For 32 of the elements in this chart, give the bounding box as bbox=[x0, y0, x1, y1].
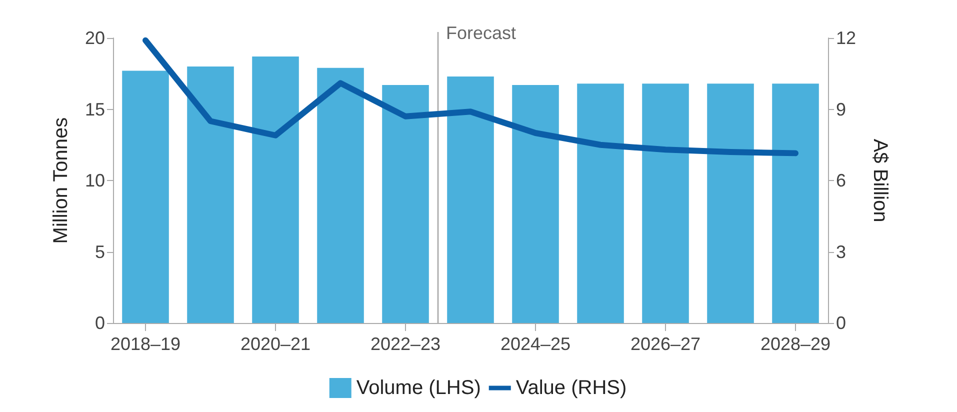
y-axis-title: Million Tonnes bbox=[50, 117, 72, 244]
legend-label: Value (RHS) bbox=[516, 377, 627, 399]
y-tick-label: 0 bbox=[94, 313, 105, 333]
y2-tick-label: 9 bbox=[836, 99, 846, 120]
legend-label: Volume (LHS) bbox=[356, 377, 481, 399]
x-tick-label: 2020–21 bbox=[240, 334, 311, 354]
bar bbox=[642, 84, 689, 323]
y-tick-label: 5 bbox=[94, 242, 105, 262]
bar bbox=[707, 84, 754, 323]
y2-axis-title: A$ Billion bbox=[869, 138, 891, 222]
x-tick-label: 2024–25 bbox=[500, 334, 571, 354]
y-tick-label: 10 bbox=[84, 170, 105, 190]
x-tick-label: 2026–27 bbox=[630, 334, 701, 354]
bar bbox=[447, 76, 494, 323]
y2-tick-label: 12 bbox=[836, 28, 856, 48]
bar bbox=[317, 68, 364, 323]
bar bbox=[187, 66, 234, 323]
y2-tick-label: 0 bbox=[836, 313, 846, 333]
bar bbox=[122, 70, 169, 323]
x-tick-label: 2018–19 bbox=[110, 334, 181, 354]
y2-tick-label: 3 bbox=[836, 242, 846, 262]
bar bbox=[252, 56, 299, 323]
y2-tick-label: 6 bbox=[836, 170, 846, 190]
x-tick-label: 2028–29 bbox=[760, 334, 831, 354]
bar bbox=[577, 84, 624, 323]
x-tick-label: 2022–23 bbox=[370, 334, 441, 354]
y-tick-label: 20 bbox=[84, 28, 105, 48]
bar bbox=[772, 84, 819, 323]
bar bbox=[382, 85, 429, 323]
y-tick-label: 15 bbox=[84, 99, 105, 120]
bar bbox=[512, 85, 559, 323]
annotation: Forecast bbox=[446, 23, 516, 43]
